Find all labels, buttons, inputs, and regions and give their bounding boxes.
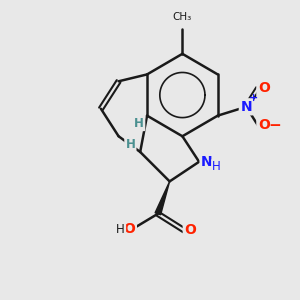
- Text: H: H: [116, 223, 125, 236]
- Text: O: O: [124, 221, 135, 236]
- Text: +: +: [248, 93, 258, 103]
- Text: O: O: [258, 118, 270, 133]
- Text: N: N: [201, 155, 213, 169]
- Text: O: O: [258, 81, 270, 95]
- Text: H: H: [134, 117, 144, 130]
- Polygon shape: [155, 182, 169, 215]
- Text: O: O: [184, 224, 196, 238]
- Text: CH₃: CH₃: [173, 12, 192, 22]
- Text: H: H: [125, 138, 135, 151]
- Text: N: N: [240, 100, 252, 114]
- Text: −: −: [268, 118, 281, 133]
- Text: H: H: [212, 160, 221, 173]
